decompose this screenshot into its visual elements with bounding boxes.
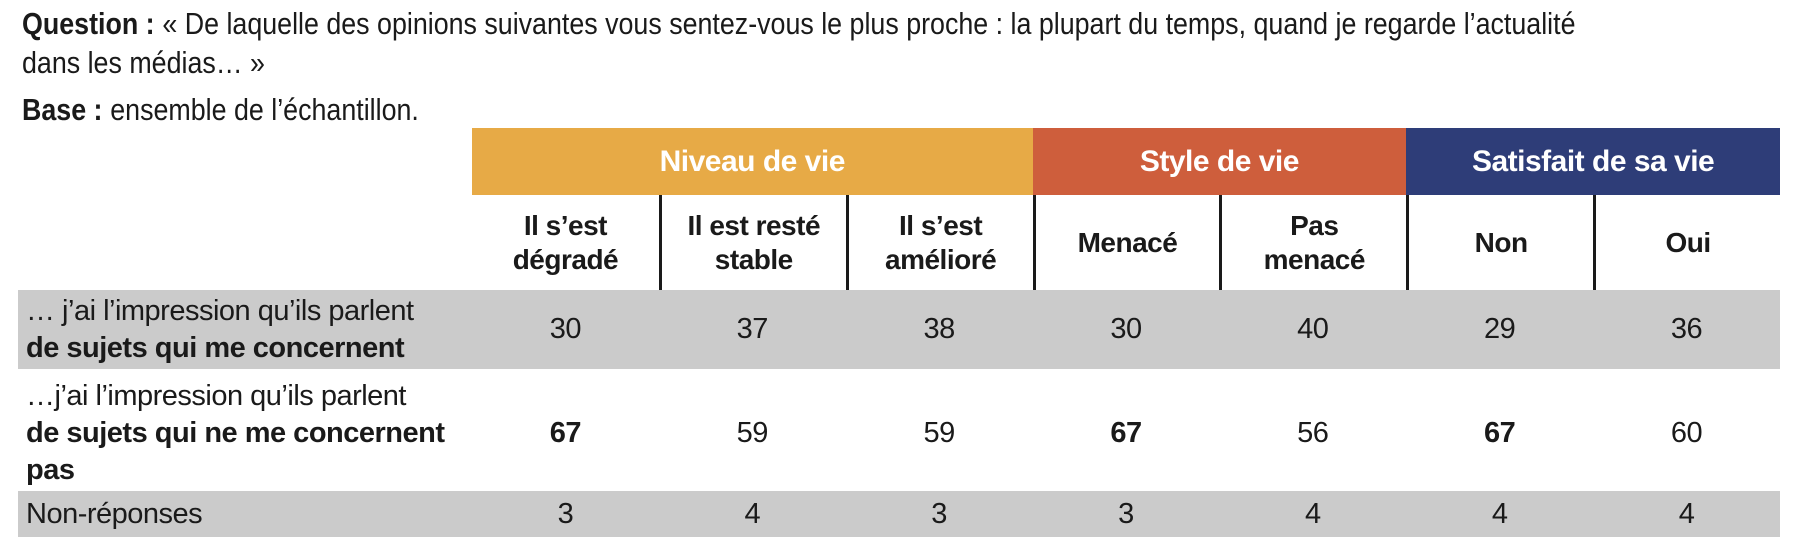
corner-cell bbox=[18, 128, 472, 195]
base-label: Base : bbox=[22, 92, 103, 127]
group-header-row: Niveau de vie Style de vie Satisfait de … bbox=[18, 128, 1780, 195]
table-row-concernent: … j’ai l’impression qu’ils parlent de su… bbox=[18, 290, 1780, 375]
table-row-non-reponses: Non-réponses 3 4 3 3 4 4 4 bbox=[18, 491, 1780, 537]
column-header-menace: Menacé bbox=[1032, 195, 1220, 290]
cell-value: 4 bbox=[658, 491, 846, 537]
cell-value: 30 bbox=[472, 290, 659, 375]
cell-value: 4 bbox=[1406, 491, 1594, 537]
cell-value: 56 bbox=[1219, 375, 1407, 491]
cell-value: 59 bbox=[845, 375, 1033, 491]
group-header-style-de-vie: Style de vie bbox=[1032, 128, 1407, 195]
cell-value: 67 bbox=[1406, 375, 1594, 491]
group-header-satisfait-de-sa-vie: Satisfait de sa vie bbox=[1406, 128, 1780, 195]
cell-value: 67 bbox=[472, 375, 659, 491]
cell-value: 37 bbox=[658, 290, 846, 375]
cell-value: 3 bbox=[472, 491, 659, 537]
column-header-ameliore: Il s’est amélioré bbox=[845, 195, 1033, 290]
cell-value: 59 bbox=[658, 375, 846, 491]
question-text: « De laquelle des opinions suivantes vou… bbox=[162, 6, 1576, 41]
cell-value: 4 bbox=[1593, 491, 1780, 537]
question-label: Question : bbox=[22, 6, 155, 41]
column-header-oui: Oui bbox=[1593, 195, 1780, 290]
column-header-stable: Il est resté stable bbox=[658, 195, 846, 290]
cell-value: 67 bbox=[1032, 375, 1220, 491]
cell-value: 29 bbox=[1406, 290, 1594, 375]
column-header-row: Il s’est dégradé Il est resté stable Il … bbox=[18, 195, 1780, 290]
group-header-niveau-de-vie: Niveau de vie bbox=[472, 128, 1033, 195]
cell-value: 4 bbox=[1219, 491, 1407, 537]
cell-value: 3 bbox=[845, 491, 1033, 537]
cell-value: 38 bbox=[845, 290, 1033, 375]
base-line: Base : ensemble de l’échantillon. bbox=[22, 90, 1575, 129]
row-label: Non-réponses bbox=[18, 491, 472, 537]
column-header-degrade: Il s’est dégradé bbox=[472, 195, 659, 290]
table-row-ne-concernent-pas: …j’ai l’impression qu’ils parlent de suj… bbox=[18, 375, 1780, 491]
corner-cell bbox=[18, 195, 472, 290]
question-block: Question : « De laquelle des opinions sui… bbox=[22, 4, 1800, 129]
question-line-2: dans les médias… » bbox=[22, 45, 265, 80]
cell-value: 3 bbox=[1032, 491, 1220, 537]
column-header-non: Non bbox=[1406, 195, 1594, 290]
base-text: ensemble de l’échantillon. bbox=[110, 92, 419, 127]
cell-value: 36 bbox=[1593, 290, 1780, 375]
results-table: Niveau de vie Style de vie Satisfait de … bbox=[18, 128, 1780, 537]
row-label: … j’ai l’impression qu’ils parlent de su… bbox=[18, 290, 472, 375]
cell-value: 60 bbox=[1593, 375, 1780, 491]
question-line-1: Question : « De laquelle des opinions sui… bbox=[22, 4, 1575, 43]
cell-value: 40 bbox=[1219, 290, 1407, 375]
column-header-pas-menace: Pas menacé bbox=[1219, 195, 1407, 290]
row-label: …j’ai l’impression qu’ils parlent de suj… bbox=[18, 375, 472, 491]
cell-value: 30 bbox=[1032, 290, 1220, 375]
